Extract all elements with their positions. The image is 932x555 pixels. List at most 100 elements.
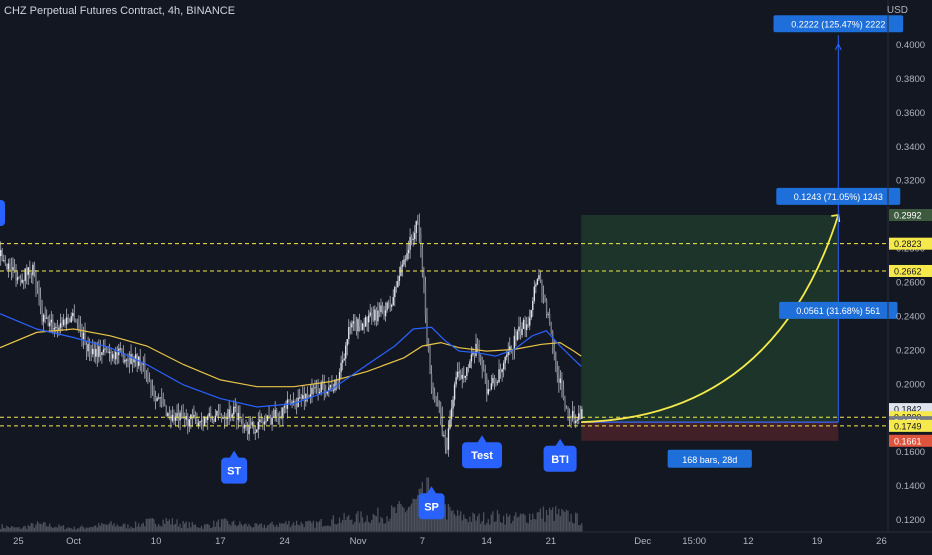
candle-body (536, 279, 539, 285)
candle-body (449, 419, 451, 429)
candle-body (311, 387, 313, 395)
candle-body (185, 416, 187, 420)
candle-body (421, 249, 424, 274)
y-tick-label: 0.1200 (896, 515, 925, 526)
candle-body (127, 359, 129, 361)
volume-bar (246, 526, 249, 532)
volume-bar (0, 529, 2, 532)
candle-body (493, 377, 496, 382)
measure-label-box (773, 15, 904, 33)
candle-body (446, 446, 448, 450)
volume-bar (320, 518, 322, 532)
candle-body (562, 389, 565, 399)
volume-bar (62, 525, 65, 532)
volume-bar (220, 518, 223, 532)
candle-body (384, 310, 387, 317)
volume-bar (456, 509, 459, 532)
candle-body (124, 359, 126, 363)
volume-bar (256, 523, 258, 532)
x-tick-label: 12 (743, 536, 754, 547)
candle-body (93, 348, 95, 357)
candle-body (10, 264, 13, 271)
volume-bar (575, 512, 577, 532)
volume-bar (262, 527, 264, 532)
volume-bar (154, 523, 157, 532)
volume-bar (133, 528, 135, 532)
volume-bar (162, 519, 164, 532)
measure-label-text: 0.2222 (125.47%) 2222 (791, 19, 885, 29)
y-tick-label: 0.4000 (896, 40, 925, 51)
volume-bar (225, 518, 227, 532)
volume-bar (53, 527, 55, 532)
volume-bar (562, 510, 565, 532)
volume-bar (243, 524, 246, 532)
volume-bar (375, 516, 377, 532)
candle-body (85, 344, 88, 352)
candle-body (535, 284, 537, 287)
volume-bar (67, 527, 69, 532)
candle-body (555, 352, 557, 371)
volume-bar (348, 515, 350, 532)
candle-body (521, 328, 523, 336)
candle-body (420, 233, 422, 250)
candle-body (299, 397, 301, 399)
candle-body (358, 319, 361, 327)
candle-body (377, 310, 379, 322)
candle-body (499, 369, 502, 373)
candle-body (309, 394, 312, 398)
candle-body (490, 383, 493, 390)
volume-bar (533, 519, 535, 532)
volume-bar (59, 526, 62, 532)
candle-body (167, 412, 169, 417)
volume-bar (521, 514, 523, 532)
volume-bar (404, 512, 407, 532)
candle-body (548, 313, 551, 325)
volume-bar (191, 522, 193, 532)
candle-body (469, 361, 471, 368)
volume-bar (519, 513, 522, 532)
volume-bar (90, 526, 92, 532)
candle-body (507, 351, 509, 355)
candle-body (165, 406, 168, 417)
volume-bar (279, 522, 281, 532)
x-tick-label: 14 (481, 536, 492, 547)
candle-body (561, 378, 563, 390)
candle-body (150, 381, 152, 390)
candle-body (67, 317, 69, 320)
candle-body (173, 415, 175, 421)
volume-bar (297, 524, 299, 532)
candle-body (378, 310, 381, 313)
candle-body (323, 381, 325, 393)
volume-bar (332, 515, 335, 532)
candle-body (151, 389, 154, 391)
volume-bar (157, 524, 160, 532)
candle-body (473, 351, 476, 356)
volume-bar (211, 527, 213, 532)
candle-body (386, 302, 388, 311)
volume-bar (311, 522, 313, 532)
duration-label-text: 168 bars, 28d (682, 455, 737, 465)
candle-body (115, 352, 117, 360)
volume-bar (460, 511, 462, 532)
candle-body (102, 349, 105, 353)
candle-body (331, 384, 333, 391)
volume-bar (525, 522, 528, 532)
volume-bar (93, 525, 95, 532)
volume-bar (364, 521, 367, 532)
y-tick-label: 0.3400 (896, 142, 925, 153)
candle-body (372, 314, 375, 321)
candle-body (570, 417, 572, 419)
candle-body (452, 399, 454, 409)
candle-body (200, 420, 203, 422)
candle-body (262, 422, 264, 425)
volume-bar (395, 513, 397, 532)
candle-body (409, 236, 411, 250)
candle-body (571, 411, 574, 419)
candle-body (116, 352, 118, 356)
candle-body (141, 364, 143, 366)
x-tick-label: 25 (13, 536, 24, 547)
volume-bar (444, 504, 446, 532)
volume-bar (111, 525, 114, 532)
candle-body (182, 413, 184, 418)
